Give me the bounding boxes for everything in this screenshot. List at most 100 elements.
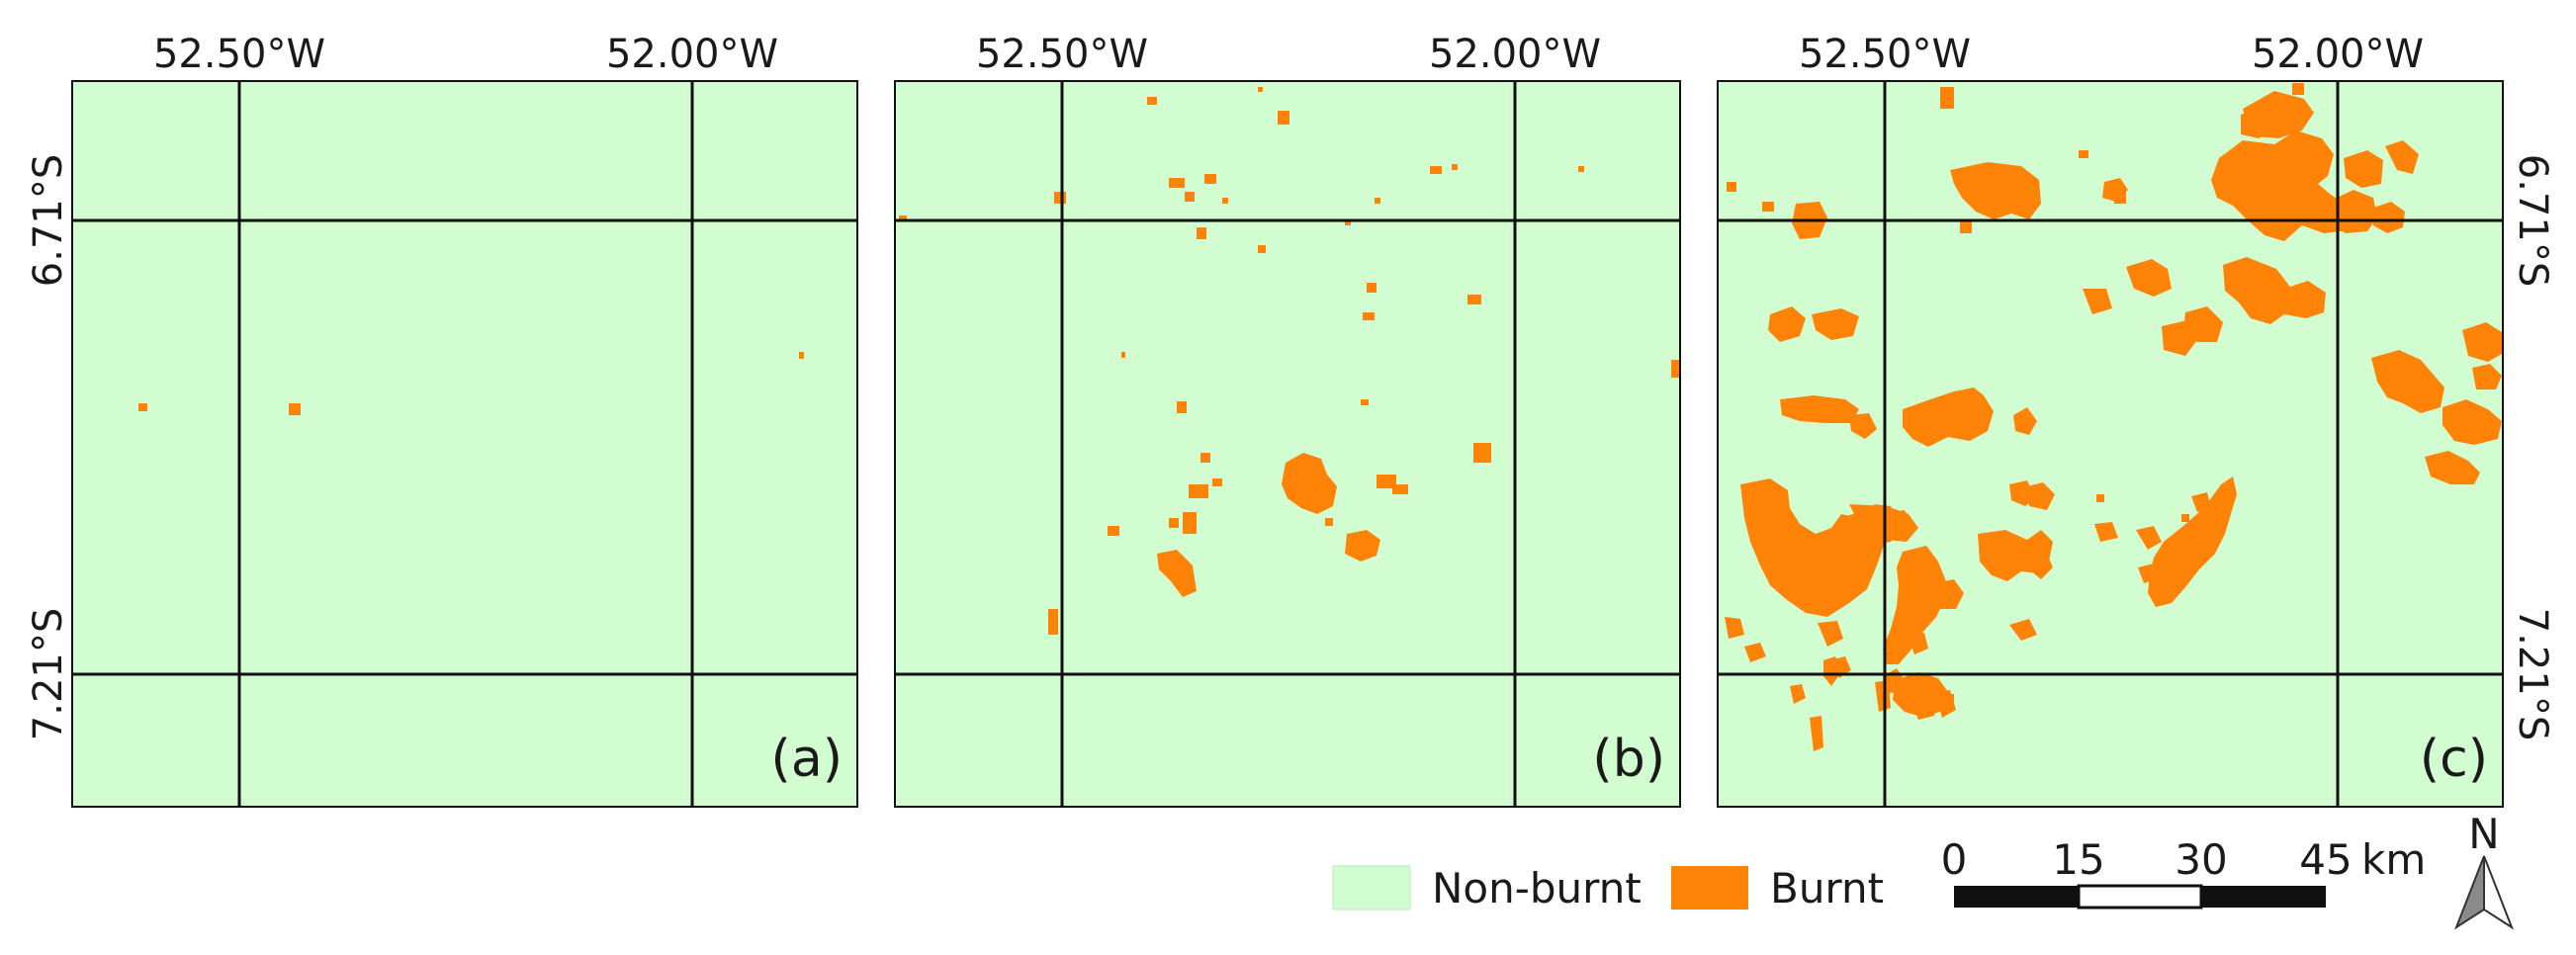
panel-c-burnt-areas (1725, 83, 2502, 751)
burnt-patch (289, 403, 301, 415)
burnt-patch (1363, 312, 1375, 320)
burnt-patch (1944, 694, 1954, 706)
scale-tick-45: 45 (2299, 835, 2352, 884)
burnt-patch (1790, 684, 1806, 704)
burnt-patch (2083, 289, 2112, 314)
burnt-patch (2344, 150, 2383, 188)
scale-segment-3 (2201, 886, 2326, 908)
burnt-patch (1048, 609, 1058, 635)
panel-a-map-frame (71, 80, 858, 808)
lat-label-top-right: 6.71°S (2510, 154, 2555, 287)
burnt-patch (1903, 388, 1994, 447)
burnt-patch (2009, 480, 2035, 506)
lon-label-left: 52.50°W (976, 32, 1148, 77)
burnt-patch (1258, 87, 1263, 92)
burnt-patch (2162, 320, 2197, 356)
scale-unit: km (2361, 835, 2426, 884)
burnt-patch (2385, 140, 2419, 174)
lon-label-left: 52.50°W (1799, 32, 1971, 77)
panel-b-map-frame (894, 80, 1681, 808)
north-arrow-right-half (2483, 855, 2515, 930)
burnt-patch (1377, 475, 1396, 488)
burnt-patch (1392, 484, 1408, 494)
burnt-patch (1367, 283, 1377, 293)
panel-b-graticule (895, 81, 1680, 807)
burnt-patch (1222, 198, 1228, 204)
burnt-patch (1177, 401, 1187, 413)
burnt-patch (899, 216, 907, 221)
burnt-patch (1054, 192, 1066, 204)
burnt-patch (1169, 178, 1185, 188)
burnt-patch (1258, 245, 1266, 253)
north-arrow-left-half (2453, 855, 2485, 930)
burnt-patch (2096, 494, 2104, 502)
burnt-patch (1197, 227, 1206, 239)
panel-b-burnt-areas (899, 87, 1679, 635)
burnt-patch (1200, 453, 1210, 463)
burnt-patch (1361, 399, 1369, 405)
burnt-patch (1810, 716, 1823, 751)
burnt-patch (1909, 690, 1938, 720)
burnt-patch (1169, 518, 1179, 528)
scale-tick-15: 15 (2052, 835, 2104, 884)
burnt-patch (1430, 166, 1442, 174)
burnt-patch (1934, 579, 1964, 609)
lon-label-right: 52.00°W (2252, 32, 2424, 77)
north-arrow-icon: N (2453, 810, 2515, 930)
burnt-patch (2181, 514, 2189, 522)
scale-segment-1 (1954, 886, 2079, 908)
legend-swatch-non-burnt (1332, 865, 1411, 911)
scale-tick-0: 0 (1941, 835, 1968, 884)
burnt-patch (1740, 478, 1899, 617)
burnt-patch (2472, 364, 2502, 390)
legend-label-non-burnt: Non-burnt (1432, 864, 1642, 912)
burnt-patch (1185, 192, 1195, 202)
burnt-patch (2009, 619, 2037, 641)
burnt-patch (2136, 526, 2162, 550)
scale-tick-30: 30 (2175, 835, 2227, 884)
burnt-patch (2079, 150, 2088, 158)
burnt-patch (1950, 162, 2041, 219)
burnt-patch (1212, 478, 1222, 486)
panel-b: 52.50°W 52.00°W (b) (894, 32, 1681, 808)
burnt-patch (1727, 182, 1736, 192)
burnt-patch (1845, 520, 1903, 546)
burnt-patch (2243, 91, 2314, 138)
burnt-patch (1325, 518, 1333, 526)
burnt-patch (2029, 550, 2053, 579)
panel-a-graticule (72, 81, 857, 807)
burnt-patch (1204, 174, 1216, 184)
north-label: N (2468, 810, 2499, 858)
panel-c-graticule (1718, 81, 2503, 807)
burnt-patch (2223, 257, 2326, 324)
burnt-patch (2126, 259, 2172, 297)
burnt-patch (1157, 550, 1197, 597)
burnt-patch (1891, 510, 1912, 532)
lat-label-top: 6.71°S (26, 154, 71, 287)
burnt-patch (799, 352, 804, 359)
burnt-patch (1780, 395, 1859, 423)
burnt-patch (1768, 306, 1806, 342)
burnt-patch (1345, 219, 1351, 225)
burnt-patch (1818, 565, 1857, 607)
burnt-patch (2138, 564, 2156, 583)
burnt-patch (2443, 399, 2502, 445)
burnt-patch (1147, 97, 1157, 105)
burnt-patch (1883, 546, 1946, 664)
legend: Non-burnt Burnt (1332, 864, 1884, 912)
burnt-patch (2373, 202, 2405, 233)
panel-label: (a) (771, 730, 843, 789)
burnt-patch (1108, 526, 1119, 536)
burnt-patch (1960, 219, 1972, 233)
lon-label-right: 52.00°W (1429, 32, 1601, 77)
burnt-patch (1671, 360, 1679, 378)
lat-label-bottom: 7.21°S (26, 608, 71, 740)
burnt-patch (1909, 633, 1928, 654)
burnt-patch (2462, 322, 2502, 362)
scale-segment-2 (2077, 884, 2203, 910)
lon-label-right: 52.00°W (606, 32, 778, 77)
legend-label-burnt: Burnt (1770, 864, 1884, 912)
burnt-patch (1183, 512, 1197, 534)
lon-label-left: 52.50°W (153, 32, 325, 77)
scale-bar: 0 15 30 45 km (1941, 835, 2426, 910)
